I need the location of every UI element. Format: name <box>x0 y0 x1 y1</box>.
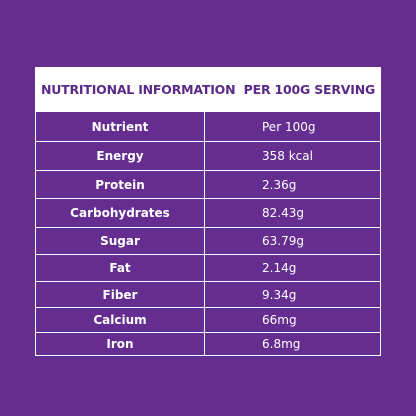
nutrient-cell: Carbohydrates <box>36 199 205 227</box>
table-row: Calcium 66mg <box>36 307 380 332</box>
nutrient-cell: Energy <box>36 142 205 170</box>
amount-cell: 358 kcal <box>262 149 313 163</box>
nutrient-cell: Nutrient <box>36 112 205 141</box>
amount-cell: 9.34g <box>262 287 297 302</box>
nutrient-cell: Sugar <box>36 228 205 254</box>
table-row: Carbohydrates 82.43g <box>36 198 380 227</box>
amount-cell: 82.43g <box>262 206 304 220</box>
header-row: Nutrient Per 100g <box>36 111 380 141</box>
amount-cell: 66mg <box>262 313 297 327</box>
amount-cell: Per 100g <box>262 119 316 134</box>
title: NUTRITIONAL INFORMATION PER 100G SERVING <box>40 81 376 97</box>
nutrient-cell: Calcium <box>36 308 205 332</box>
table-row: Sugar 63.79g <box>36 227 380 254</box>
nutrient-cell: Protein <box>36 171 205 198</box>
nutrient-cell: Iron <box>36 333 205 355</box>
amount-cell: 2.36g <box>262 177 297 192</box>
nutrition-table: Nutrient Per 100g Energy 358 kcal Protein 2.3… <box>35 111 381 356</box>
table-row: Protein 2.36g <box>36 170 380 198</box>
table-row: Fiber 9.34g <box>36 281 380 307</box>
nutrient-cell: Fat <box>36 255 205 281</box>
table-row: Energy 358 kcal <box>36 141 380 170</box>
amount-cell: 6.8mg <box>262 337 301 351</box>
nutrient-cell: Fiber <box>36 282 205 307</box>
table-row: Fat 2.14g <box>36 254 380 281</box>
title-box: NUTRITIONAL INFORMATION PER 100G SERVING <box>35 67 381 111</box>
amount-cell: 2.14g <box>262 261 297 275</box>
table-row: Iron 6.8mg <box>36 332 380 355</box>
amount-cell: 63.79g <box>262 234 304 248</box>
